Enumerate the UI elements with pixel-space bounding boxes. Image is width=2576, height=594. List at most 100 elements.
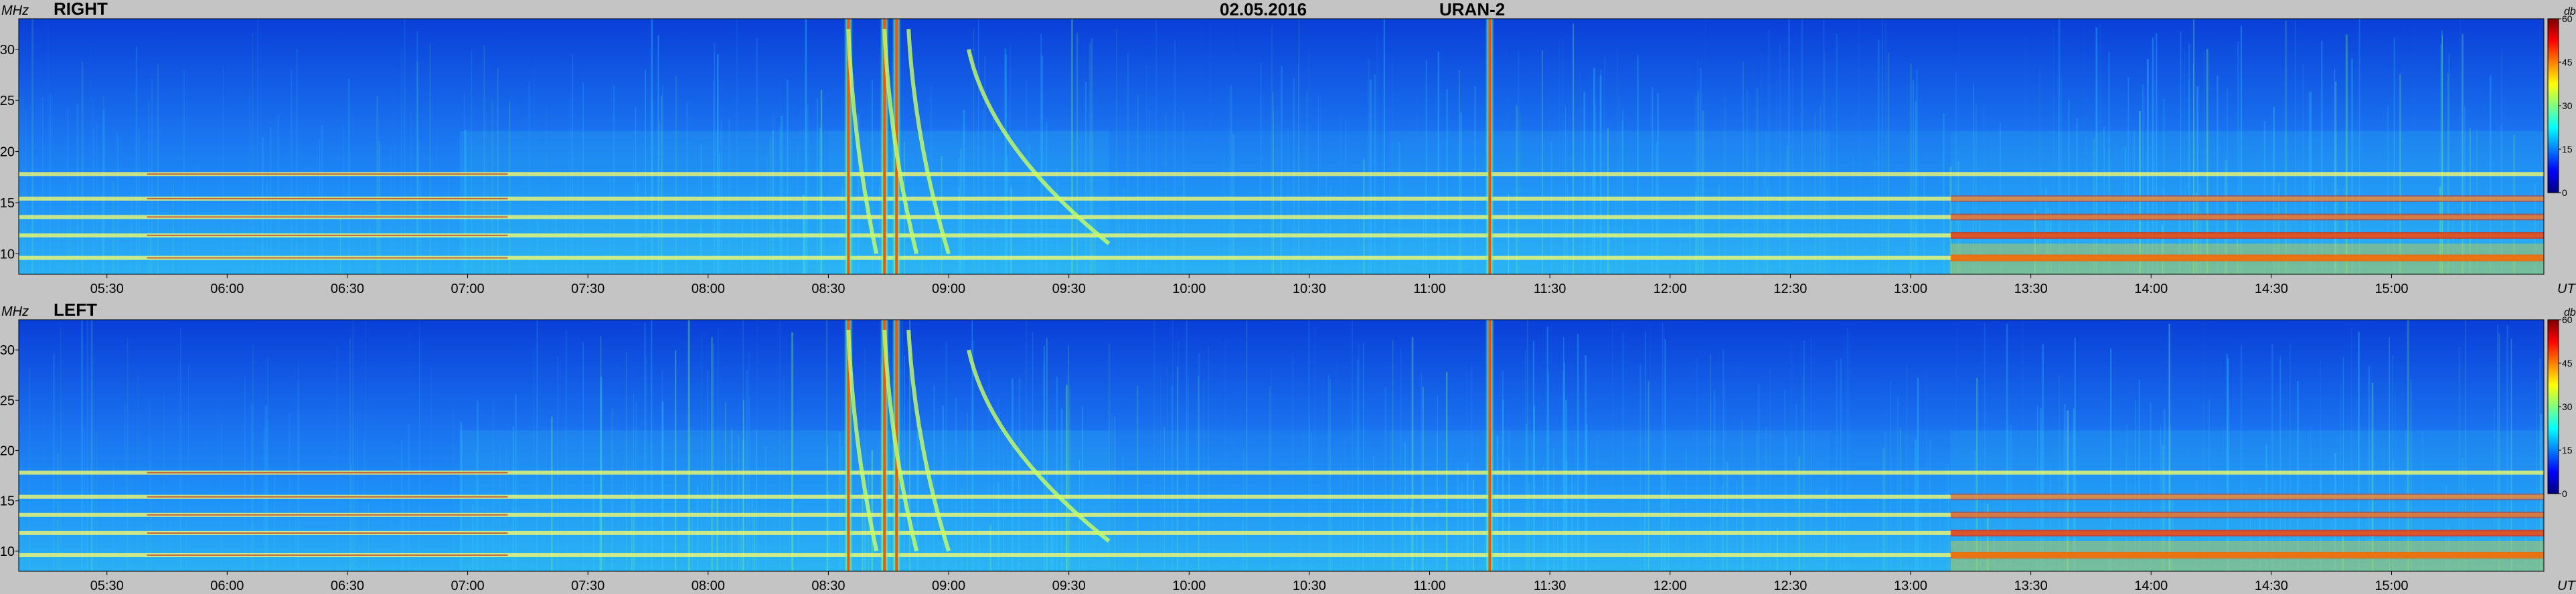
- afternoon-emission-2: [1950, 529, 2544, 536]
- x-tick-label: 09:30: [1052, 579, 1086, 593]
- panel-right: RIGHT MHz 10 15 20 25 30 05:30 06:00 06:30 07:00 07…: [0, 0, 2576, 296]
- colorbar: [2547, 18, 2559, 193]
- x-tick-label: 09:00: [932, 282, 965, 296]
- y-tick-label: 25: [0, 94, 15, 108]
- y-tick-label: 10: [0, 247, 15, 262]
- y-tick-label: 30: [0, 343, 15, 358]
- x-tick-label: 08:00: [692, 579, 725, 593]
- x-tick-label: 06:00: [210, 282, 244, 296]
- x-tick-label: 12:00: [1654, 282, 1687, 296]
- drifting-burst-4: [967, 49, 1111, 245]
- x-tick-label: 07:00: [451, 282, 485, 296]
- x-tick-label: 13:00: [1894, 282, 1927, 296]
- spectrogram-region-4: [1109, 131, 1390, 274]
- interference-band-5: [19, 172, 2544, 177]
- interference-band-3: [19, 512, 2544, 517]
- colorbar-tick-label: 15: [2562, 445, 2573, 456]
- observation-date: 02.05.2016: [1220, 0, 1307, 19]
- colorbar-tick-label: 45: [2562, 358, 2573, 369]
- x-tick-label: 14:30: [2255, 282, 2288, 296]
- y-tick-label: 15: [0, 196, 15, 211]
- spectrogram-region-5: [1389, 430, 1831, 571]
- drifting-burst-1: [846, 29, 879, 255]
- x-tick-label: 07:30: [571, 579, 605, 593]
- panel-left: LEFT MHz 10 15 20 25 30 05:30 06:00 06:30 07:00 07:…: [0, 300, 2576, 593]
- colorbar-tick-label: 60: [2562, 314, 2573, 325]
- x-tick-label: 14:00: [2134, 579, 2168, 593]
- afternoon-emission-2: [1950, 231, 2544, 239]
- afternoon-emission-3: [1950, 213, 2544, 221]
- interference-band-5: [19, 470, 2544, 475]
- spectrogram-region-7: [1950, 430, 2544, 571]
- spectrogram-image: [19, 19, 2544, 274]
- x-axis-unit: UT: [2557, 282, 2576, 296]
- interference-band-1: [19, 256, 2544, 260]
- x-tick-label: 15:00: [2374, 579, 2408, 593]
- x-tick-label: 11:30: [1534, 282, 1566, 296]
- colorbar-tick-label: 15: [2562, 144, 2573, 155]
- interference-band-1: [19, 553, 2544, 557]
- instrument-name: URAN-2: [1439, 0, 1505, 19]
- afternoon-low-band: [1950, 243, 2544, 274]
- x-tick-label: 13:30: [2014, 282, 2048, 296]
- x-tick-label: 06:00: [210, 579, 244, 593]
- colorbar-tick-label: 0: [2562, 187, 2567, 198]
- spectrogram-region-2: [459, 131, 829, 274]
- x-tick-label: 14:00: [2134, 282, 2168, 296]
- x-tick-label: 11:00: [1413, 282, 1446, 296]
- afternoon-emission-1: [1950, 254, 2544, 262]
- x-tick-label: 12:30: [1773, 579, 1807, 593]
- x-tick-label: 09:00: [932, 579, 965, 593]
- x-tick-label: 08:30: [811, 282, 845, 296]
- interference-band-3: [19, 215, 2544, 219]
- x-tick-label: 10:30: [1293, 282, 1326, 296]
- x-tick-label: 05:30: [90, 579, 124, 593]
- drifting-burst-1: [846, 329, 879, 552]
- afternoon-emission-4: [1950, 195, 2544, 202]
- x-tick-label: 05:30: [90, 282, 124, 296]
- x-tick-label: 13:00: [1894, 579, 1927, 593]
- y-tick-label: 25: [0, 393, 15, 408]
- colorbar: [2547, 319, 2559, 494]
- x-tick-label: 08:00: [692, 282, 725, 296]
- spectrogram-background: [19, 19, 2544, 274]
- colorbar-label: db: [2564, 6, 2576, 17]
- spectrogram-region-3: [828, 131, 1109, 274]
- drifting-burst-2: [882, 329, 919, 552]
- y-tick-label: 15: [0, 494, 15, 509]
- x-tick-label: 06:30: [331, 579, 364, 593]
- x-tick-label: 13:30: [2014, 579, 2048, 593]
- spectrogram-region-4: [1109, 430, 1390, 571]
- colorbar-label: db: [2564, 307, 2576, 318]
- y-axis-unit: MHz: [1, 304, 29, 319]
- drifting-burst-3: [906, 329, 951, 552]
- x-tick-label: 10:30: [1293, 579, 1326, 593]
- spectrogram-region-2: [459, 430, 829, 571]
- x-tick-label: 11:30: [1534, 579, 1566, 593]
- interference-band-4: [19, 196, 2544, 201]
- x-tick-label: 10:00: [1172, 579, 1206, 593]
- spectrogram-region-5: [1389, 131, 1831, 274]
- colorbar-tick-label: 0: [2562, 488, 2567, 499]
- x-tick-label: 12:30: [1773, 282, 1807, 296]
- plot-frame: [18, 319, 2545, 572]
- x-tick-label: 11:00: [1413, 579, 1446, 593]
- colorbar-tick-label: 30: [2562, 401, 2573, 412]
- spectrogram-region-6: [1830, 131, 1951, 274]
- colorbar-tick-label: 60: [2562, 13, 2573, 24]
- x-tick-label: 10:00: [1172, 282, 1206, 296]
- panel-title: LEFT: [54, 300, 97, 320]
- plot-frame: [18, 18, 2545, 275]
- x-tick-label: 06:30: [331, 282, 364, 296]
- afternoon-emission-3: [1950, 511, 2544, 518]
- x-tick-label: 08:30: [811, 579, 845, 593]
- x-tick-label: 12:00: [1654, 579, 1687, 593]
- y-axis-unit: MHz: [1, 3, 29, 18]
- interference-band-2: [19, 233, 2544, 237]
- y-tick-label: 30: [0, 43, 15, 58]
- x-tick-label: 14:30: [2255, 579, 2288, 593]
- afternoon-emission-4: [1950, 493, 2544, 500]
- drifting-burst-3: [906, 29, 951, 255]
- afternoon-emission-1: [1950, 551, 2544, 559]
